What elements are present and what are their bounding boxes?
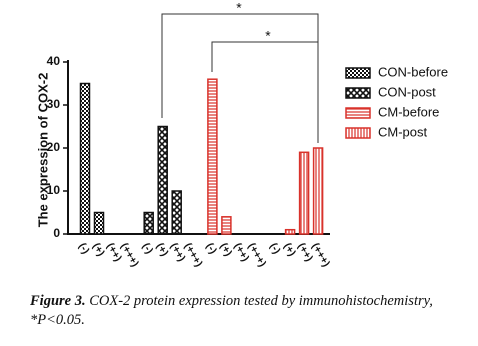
annotation: * [265, 28, 271, 44]
y-tick-label: 0 [53, 226, 60, 240]
legend-label: CON-post [378, 84, 436, 99]
bar [284, 228, 296, 235]
legend-swatch [345, 87, 371, 99]
bracket [211, 41, 319, 143]
y-tick-label: 20 [47, 140, 61, 154]
y-tick-label: 30 [47, 97, 61, 111]
x-tick-label: (+) [90, 241, 107, 258]
x-tick-label: (+) [281, 241, 298, 258]
bar [143, 211, 154, 235]
y-tick-label: 40 [47, 54, 61, 68]
significance-brackets [161, 13, 319, 143]
bar [157, 125, 168, 235]
bracket [161, 13, 319, 143]
annotation: * [236, 0, 242, 16]
legend-swatch [345, 67, 371, 79]
y-axis-label: The expression of COX-2 [35, 73, 50, 228]
legend-swatch [345, 127, 371, 139]
bar [207, 78, 218, 235]
legend-label: CM-before [378, 104, 439, 119]
x-tick-label: (-) [203, 241, 219, 256]
y-tick-label: 10 [47, 183, 61, 197]
legend-label: CM-post [378, 124, 428, 139]
bar [221, 216, 232, 235]
x-tick-label: (+) [154, 241, 171, 258]
bar [93, 211, 105, 235]
bar [298, 151, 310, 235]
x-tick-label: (-) [140, 241, 156, 256]
x-tick-label: (+) [217, 241, 234, 258]
legend-label: CON-before [378, 64, 448, 79]
x-tick-label: (-) [267, 241, 283, 256]
caption-label: Figure 3. [30, 293, 86, 309]
caption-text: COX-2 protein expression tested by immun… [30, 293, 433, 328]
caption: Figure 3. COX-2 protein expression teste… [30, 292, 470, 330]
chart: The expression of COX-2 * * 0 10 20 30 40 (-)… [35, 0, 448, 269]
bar [312, 147, 324, 235]
bar [171, 190, 182, 235]
x-tick-label: (-) [76, 241, 92, 256]
legend-swatch [345, 107, 371, 119]
bar [79, 82, 91, 235]
